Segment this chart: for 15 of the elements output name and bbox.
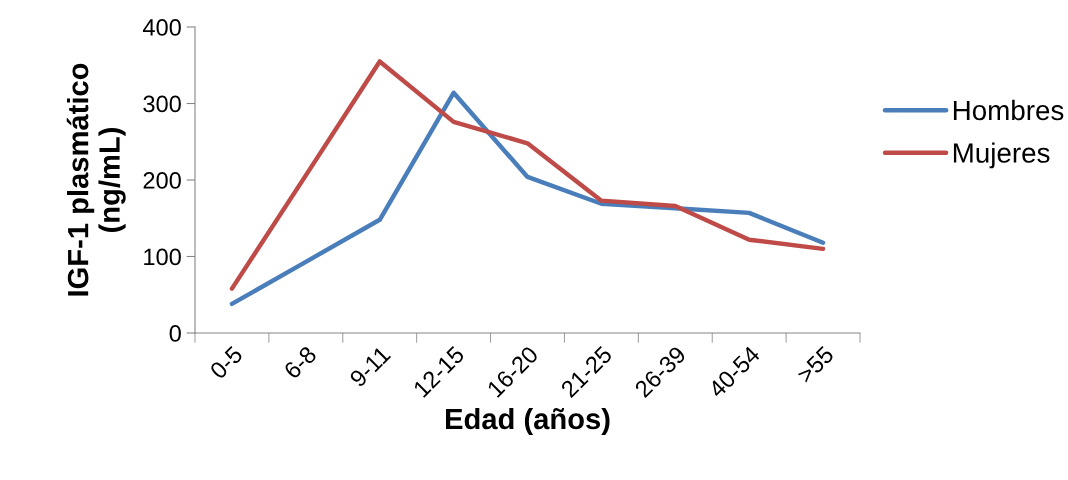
line-series (229, 59, 826, 291)
x-tick-label: >55 (796, 345, 835, 384)
line-series (229, 90, 826, 307)
x-tick-label: 9-11 (348, 345, 392, 388)
y-tick-label: 0 (169, 325, 181, 342)
x-axis-title: Edad (años) (446, 407, 610, 436)
y-axis-title: IGF-1 plasmático (ng/mL) (66, 63, 126, 296)
x-tick-label: 0-5 (208, 345, 244, 380)
y-tick-label: 100 (144, 248, 181, 266)
y-tick-label: 400 (142, 19, 181, 36)
y-tick-label: 200 (143, 172, 181, 189)
y-tick-label: 300 (143, 95, 181, 113)
legend-label: Mujeres (953, 142, 1050, 169)
legend-label: Hombres (953, 99, 1064, 121)
x-tick-label: 6-8 (282, 345, 318, 380)
